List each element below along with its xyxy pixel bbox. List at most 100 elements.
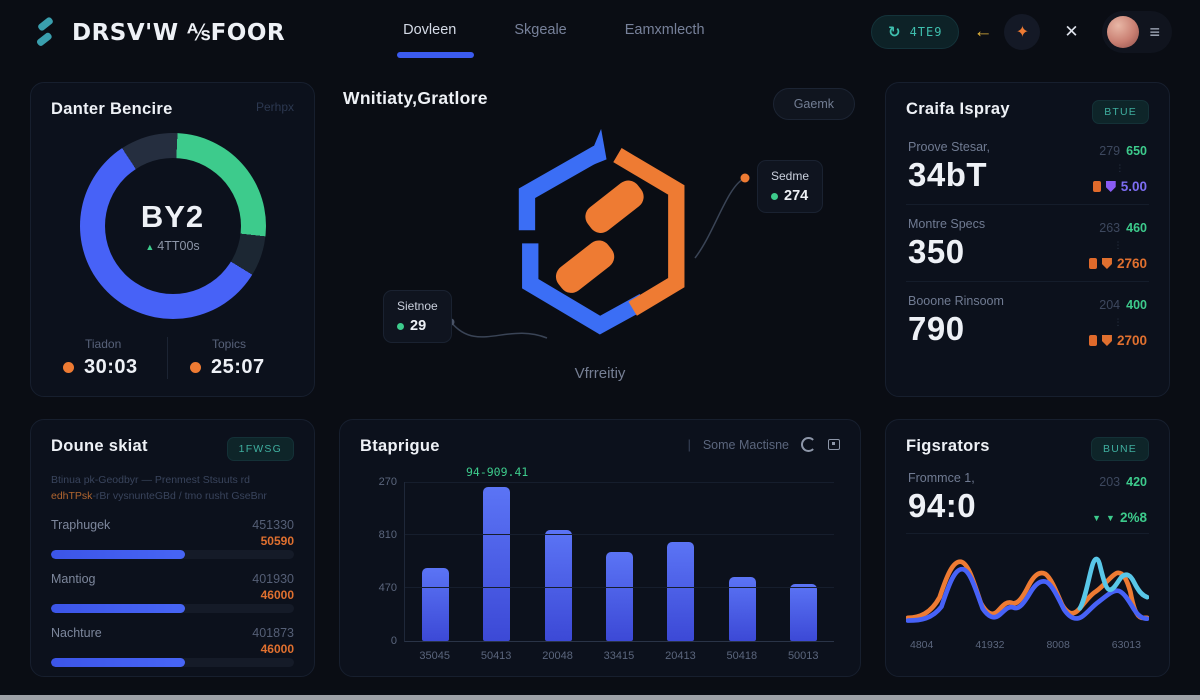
progress-track (51, 657, 294, 667)
stat-value: 25:07 (211, 356, 265, 378)
x-tick: 50418 (726, 650, 758, 662)
spark-line-cyan (1077, 556, 1150, 611)
metric-delta: 5.00 (1120, 179, 1147, 194)
metric-row: Booone Rinsoom 790 204 400 ⋮ 2700 (906, 282, 1149, 358)
shield-icon (1101, 258, 1112, 269)
nav-item-eamxmlecth[interactable]: Eamxmlecth (624, 22, 705, 38)
hero-section: Wnitiaty,Gratlore Gaemk Sedme 274 Sietno… (339, 82, 861, 397)
sparkline-xlabels: 4804 41932 8008 63013 (906, 637, 1149, 651)
bar (789, 583, 817, 641)
sparkline-chart (905, 556, 1150, 623)
metric-row: Proove Stesar, 34bT 279 650 ⋮ 5.00 (906, 128, 1149, 205)
metric-row: Montre Specs 350 263 460 ⋮ 2760 (906, 205, 1149, 282)
progress-row: Mantiog 401930 46000 (51, 572, 294, 613)
nav-actions: ↻ 4TE9 ← ✦ ✕ ≡ (871, 11, 1172, 53)
progress-circle-icon[interactable] (801, 437, 816, 452)
navbar: DRSV'W ⅍FOOR Dovleen Skgeale Eamxmlecth … (0, 0, 1200, 64)
metrics-card: Craifa Ispray BTUE Proove Stesar, 34bT 2… (885, 82, 1170, 397)
x-tick: 35045 (419, 650, 450, 662)
nav-item-skgeale[interactable]: Skgeale (514, 22, 567, 38)
tracker-ref: 203 (1099, 475, 1121, 489)
progress-track (51, 603, 294, 613)
metrics-badge: BTUE (1092, 100, 1149, 124)
stat-value: 30:03 (84, 356, 138, 378)
metric-value: 34bT (908, 156, 988, 193)
x-tick: 50013 (787, 650, 819, 662)
donut-center-value: BY2 (140, 199, 205, 234)
progress-row: Nachture 401873 46000 (51, 626, 294, 667)
hero-title: Wnitiaty,Gratlore (343, 88, 488, 108)
dashboard-grid: Danter Bencire Perhpx BY2 ▲ 4TT00s Tiadon… (0, 64, 1200, 677)
calendar-icon[interactable] (828, 439, 840, 450)
sessions-title: Danter Bencire (51, 100, 173, 118)
y-tick: 0 (390, 634, 397, 647)
x-tick: 50413 (480, 650, 512, 662)
quota-badge: 1FWSG (226, 437, 294, 461)
tracker-target: 420 (1126, 475, 1147, 489)
session-stat-2: Topics 25:07 (167, 337, 294, 379)
green-dot-icon (397, 322, 404, 330)
metric-ref: 279 (1099, 144, 1121, 158)
sync-pill-button[interactable]: ↻ 4TE9 (871, 15, 960, 49)
down-tick-icon: ▼ (1106, 512, 1115, 523)
hero-caption: Vfrreitiy (574, 365, 626, 382)
tracker-badge: BUNE (1091, 437, 1149, 461)
metric-delta: 2760 (1116, 256, 1147, 271)
back-arrow-icon[interactable]: ← (973, 21, 992, 42)
shield-icon (1105, 181, 1116, 192)
metric-delta: 2700 (1116, 333, 1147, 348)
barchart-title: Btaprigue (360, 437, 440, 455)
metric-target: 650 (1126, 144, 1147, 158)
progress-fill (51, 549, 185, 559)
bar-chart-plot: 94-909.41 270 810 470 0 (379, 465, 834, 647)
avatar (1107, 16, 1140, 48)
legend-separator: | (687, 437, 691, 452)
progress-label: Traphugek (51, 517, 111, 532)
progress-target: 46000 (260, 641, 294, 656)
brand-logo-icon (36, 17, 53, 46)
user-menu[interactable]: ≡ (1102, 11, 1172, 53)
metric-label: Montre Specs (908, 217, 986, 231)
orange-dot-icon (63, 362, 74, 373)
quota-description-highlight: edhTPsk (51, 489, 93, 502)
x-tick: 33415 (603, 650, 635, 662)
spark-x-tick: 63013 (1111, 639, 1141, 651)
bottom-edge-strip (0, 695, 1200, 700)
bar (728, 577, 756, 641)
refresh-icon: ↻ (888, 24, 901, 41)
stat-label: Tiadon (85, 337, 122, 351)
progress-fill (51, 657, 185, 667)
spark-line-orange (905, 559, 1150, 621)
dots-icon: ⋮ (1113, 240, 1123, 250)
callout-sedme: Sedme 274 (757, 160, 824, 213)
hero-button[interactable]: Gaemk (772, 88, 855, 120)
tracker-row: Frommce 1, 94:0 203 420 ▼ ▼ 2%8 (906, 461, 1149, 534)
progress-target: 46000 (260, 587, 294, 602)
x-tick: 20048 (542, 650, 573, 662)
callout-sietnoe: Sietnoe 29 (383, 290, 452, 343)
progress-fill (51, 603, 185, 613)
quota-title: Doune skiat (51, 437, 148, 455)
bar (667, 542, 695, 641)
tracker-value: 94:0 (908, 487, 977, 524)
bar (422, 567, 450, 641)
bar-icon (1088, 258, 1097, 269)
sync-pill-label: 4TE9 (909, 25, 943, 39)
stat-label: Topics (212, 337, 247, 351)
metric-ref: 263 (1099, 221, 1121, 235)
shield-logo (518, 128, 685, 335)
callout-label: Sedme (771, 169, 810, 183)
close-button[interactable]: ✕ (1064, 22, 1079, 41)
tracker-delta: 2%8 (1119, 510, 1147, 525)
nav-item-dovleen[interactable]: Dovleen (397, 22, 475, 58)
bar (483, 486, 511, 641)
progress-row: Traphugek 451330 50590 (51, 518, 294, 559)
progress-target: 50590 (260, 533, 294, 548)
metric-target: 460 (1126, 221, 1147, 235)
metrics-title: Craifa Ispray (906, 100, 1010, 118)
brand: DRSV'W ⅍FOOR (28, 17, 285, 47)
nav-menu: Dovleen Skgeale Eamxmlecth (397, 22, 705, 58)
progress-label: Mantiog (51, 571, 96, 586)
highlight-button[interactable]: ✦ (1004, 14, 1041, 50)
bar-annotation: 94-909.41 (465, 464, 529, 479)
